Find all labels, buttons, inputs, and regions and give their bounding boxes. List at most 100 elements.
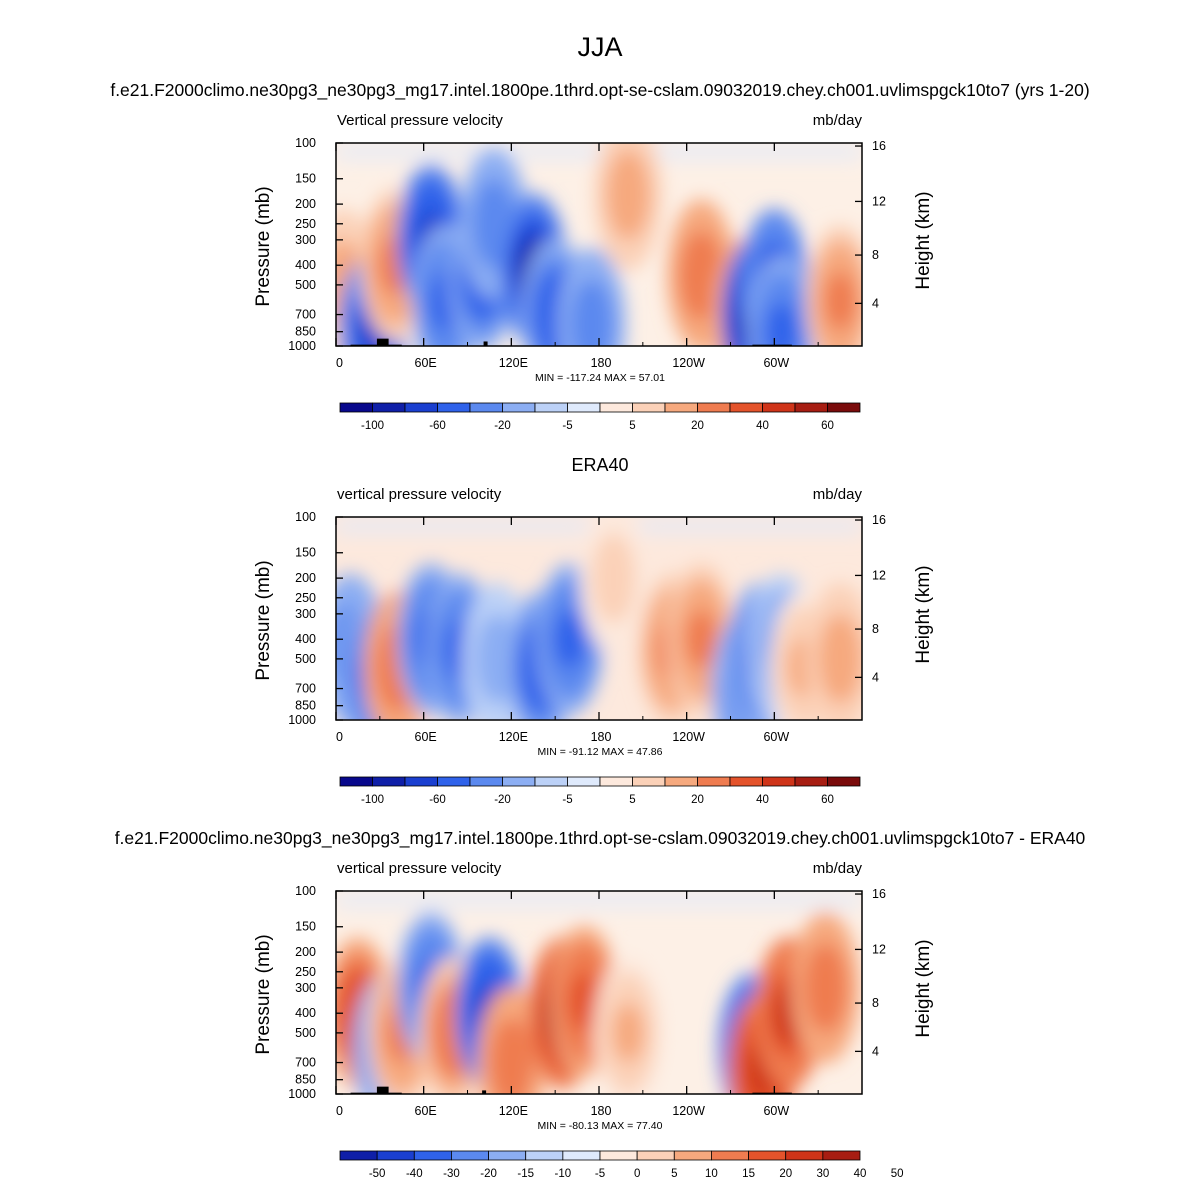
y-axis-label: Pressure (mb) [253,560,274,680]
y2-tick-label: 4 [872,1044,879,1058]
y2-axis-label: Height (km) [913,565,934,663]
y-tick-label: 500 [295,278,316,292]
colorbar-label: -40 [406,1168,423,1180]
colorbar-label: 10 [705,1168,718,1180]
x-tick-label: 60W [763,730,789,744]
colorbar-label: -5 [562,794,572,806]
colorbar-box [636,1150,675,1161]
colorbar-label: 0 [634,1168,640,1180]
y-tick-label: 300 [295,233,316,247]
colorbar-box [372,776,406,787]
y-tick-label: 700 [295,1056,316,1070]
colorbar-box [339,1150,378,1161]
colorbar-label: -20 [480,1168,497,1180]
contour-blob-15 [765,302,798,346]
colorbar-label: 5 [629,420,635,432]
y-tick-label: 100 [295,884,316,898]
x-tick-label: 180 [591,1104,612,1118]
contour-blob-8 [597,548,630,608]
colorbar-label: -30 [443,1168,460,1180]
obs-title: ERA40 [571,455,628,475]
colorbar-box [525,1150,564,1161]
colorbar-label: -20 [494,794,511,806]
colorbar-box [664,776,698,787]
y-axis-label: Pressure (mb) [253,934,274,1054]
colorbar-box [562,1150,601,1161]
upper-wash [336,891,862,909]
y-tick-label: 150 [295,172,316,186]
min-max-stats: MIN = -91.12 MAX = 47.86 [538,746,663,758]
x-tick-label: 120E [499,356,528,370]
y-tick-label: 400 [295,258,316,272]
x-tick-label: 120W [672,1104,705,1118]
field-layer [336,143,862,346]
colorbar-box [794,402,828,413]
season-title: JJA [577,32,622,62]
y-tick-label: 850 [295,699,316,713]
colorbar-box [822,1150,861,1161]
x-tick-label: 60E [415,1104,437,1118]
colorbar-box [673,1150,712,1161]
y-tick-label: 150 [295,546,316,560]
contour-blob-11 [685,246,718,306]
y2-axis-label: Height (km) [913,191,934,289]
y2-tick-label: 4 [872,296,879,310]
contour-blob-8 [568,971,601,1031]
y2-tick-label: 12 [872,942,886,956]
x-tick-label: 120W [672,730,705,744]
colorbar-box [762,402,796,413]
upper-wash [336,143,862,161]
y2-tick-label: 8 [872,248,879,262]
contour-blob-9 [575,294,608,346]
colorbar-label: -100 [361,420,384,432]
y2-tick-label: 8 [872,996,879,1010]
colorbar-box [697,402,731,413]
colorbar-box [599,402,633,413]
colorbar-label: -60 [429,420,446,432]
y-tick-label: 1000 [288,713,316,727]
contour-blob-9 [612,1003,645,1063]
colorbar-box [372,402,406,413]
y-axis-label: Pressure (mb) [253,186,274,306]
y-tick-label: 250 [295,965,316,979]
x-tick-label: 120E [499,730,528,744]
colorbar-label: 20 [691,420,704,432]
contour-blob-13 [809,958,842,1018]
field-contours [336,517,862,720]
x-tick-label: 0 [336,356,343,370]
colorbar-box [376,1150,415,1161]
x-tick-label: 120W [672,356,705,370]
x-tick-label: 60E [415,356,437,370]
colorbar-box [729,402,763,413]
y2-tick-label: 16 [872,139,886,153]
x-tick-label: 0 [336,730,343,744]
min-max-stats: MIN = -117.24 MAX = 57.01 [535,372,665,384]
case-title: f.e21.F2000climo.ne30pg3_ne30pg3_mg17.in… [110,80,1089,101]
y-tick-label: 300 [295,981,316,995]
x-tick-label: 180 [591,356,612,370]
colorbar-box [339,402,373,413]
x-tick-label: 120E [499,1104,528,1118]
y2-tick-label: 16 [872,513,886,527]
contour-blob-6 [495,1033,528,1093]
y-tick-label: 1000 [288,339,316,353]
y2-tick-label: 12 [872,568,886,582]
y-tick-label: 250 [295,217,316,231]
panel-difference: vertical pressure velocity mb/day10015020… [253,860,934,1180]
panel-left-label: Vertical pressure velocity [337,112,503,129]
y2-tick-label: 4 [872,670,879,684]
y-tick-label: 500 [295,1026,316,1040]
colorbar-box [534,776,568,787]
colorbar-label: 40 [756,794,769,806]
y2-axis-label: Height (km) [913,939,934,1037]
contour-blob-10 [612,165,645,225]
panel-obs: vertical pressure velocity mb/day 100 150 20… [253,486,934,806]
colorbar-label: 60 [821,420,834,432]
y-tick-label: 400 [295,1006,316,1020]
panel-model: Vertical pressure velocity mb/day 100 150 20… [253,112,934,432]
colorbar-box [567,776,601,787]
colorbar-box [827,402,861,413]
colorbar-label: 5 [671,1168,677,1180]
colorbar-label: -15 [517,1168,534,1180]
